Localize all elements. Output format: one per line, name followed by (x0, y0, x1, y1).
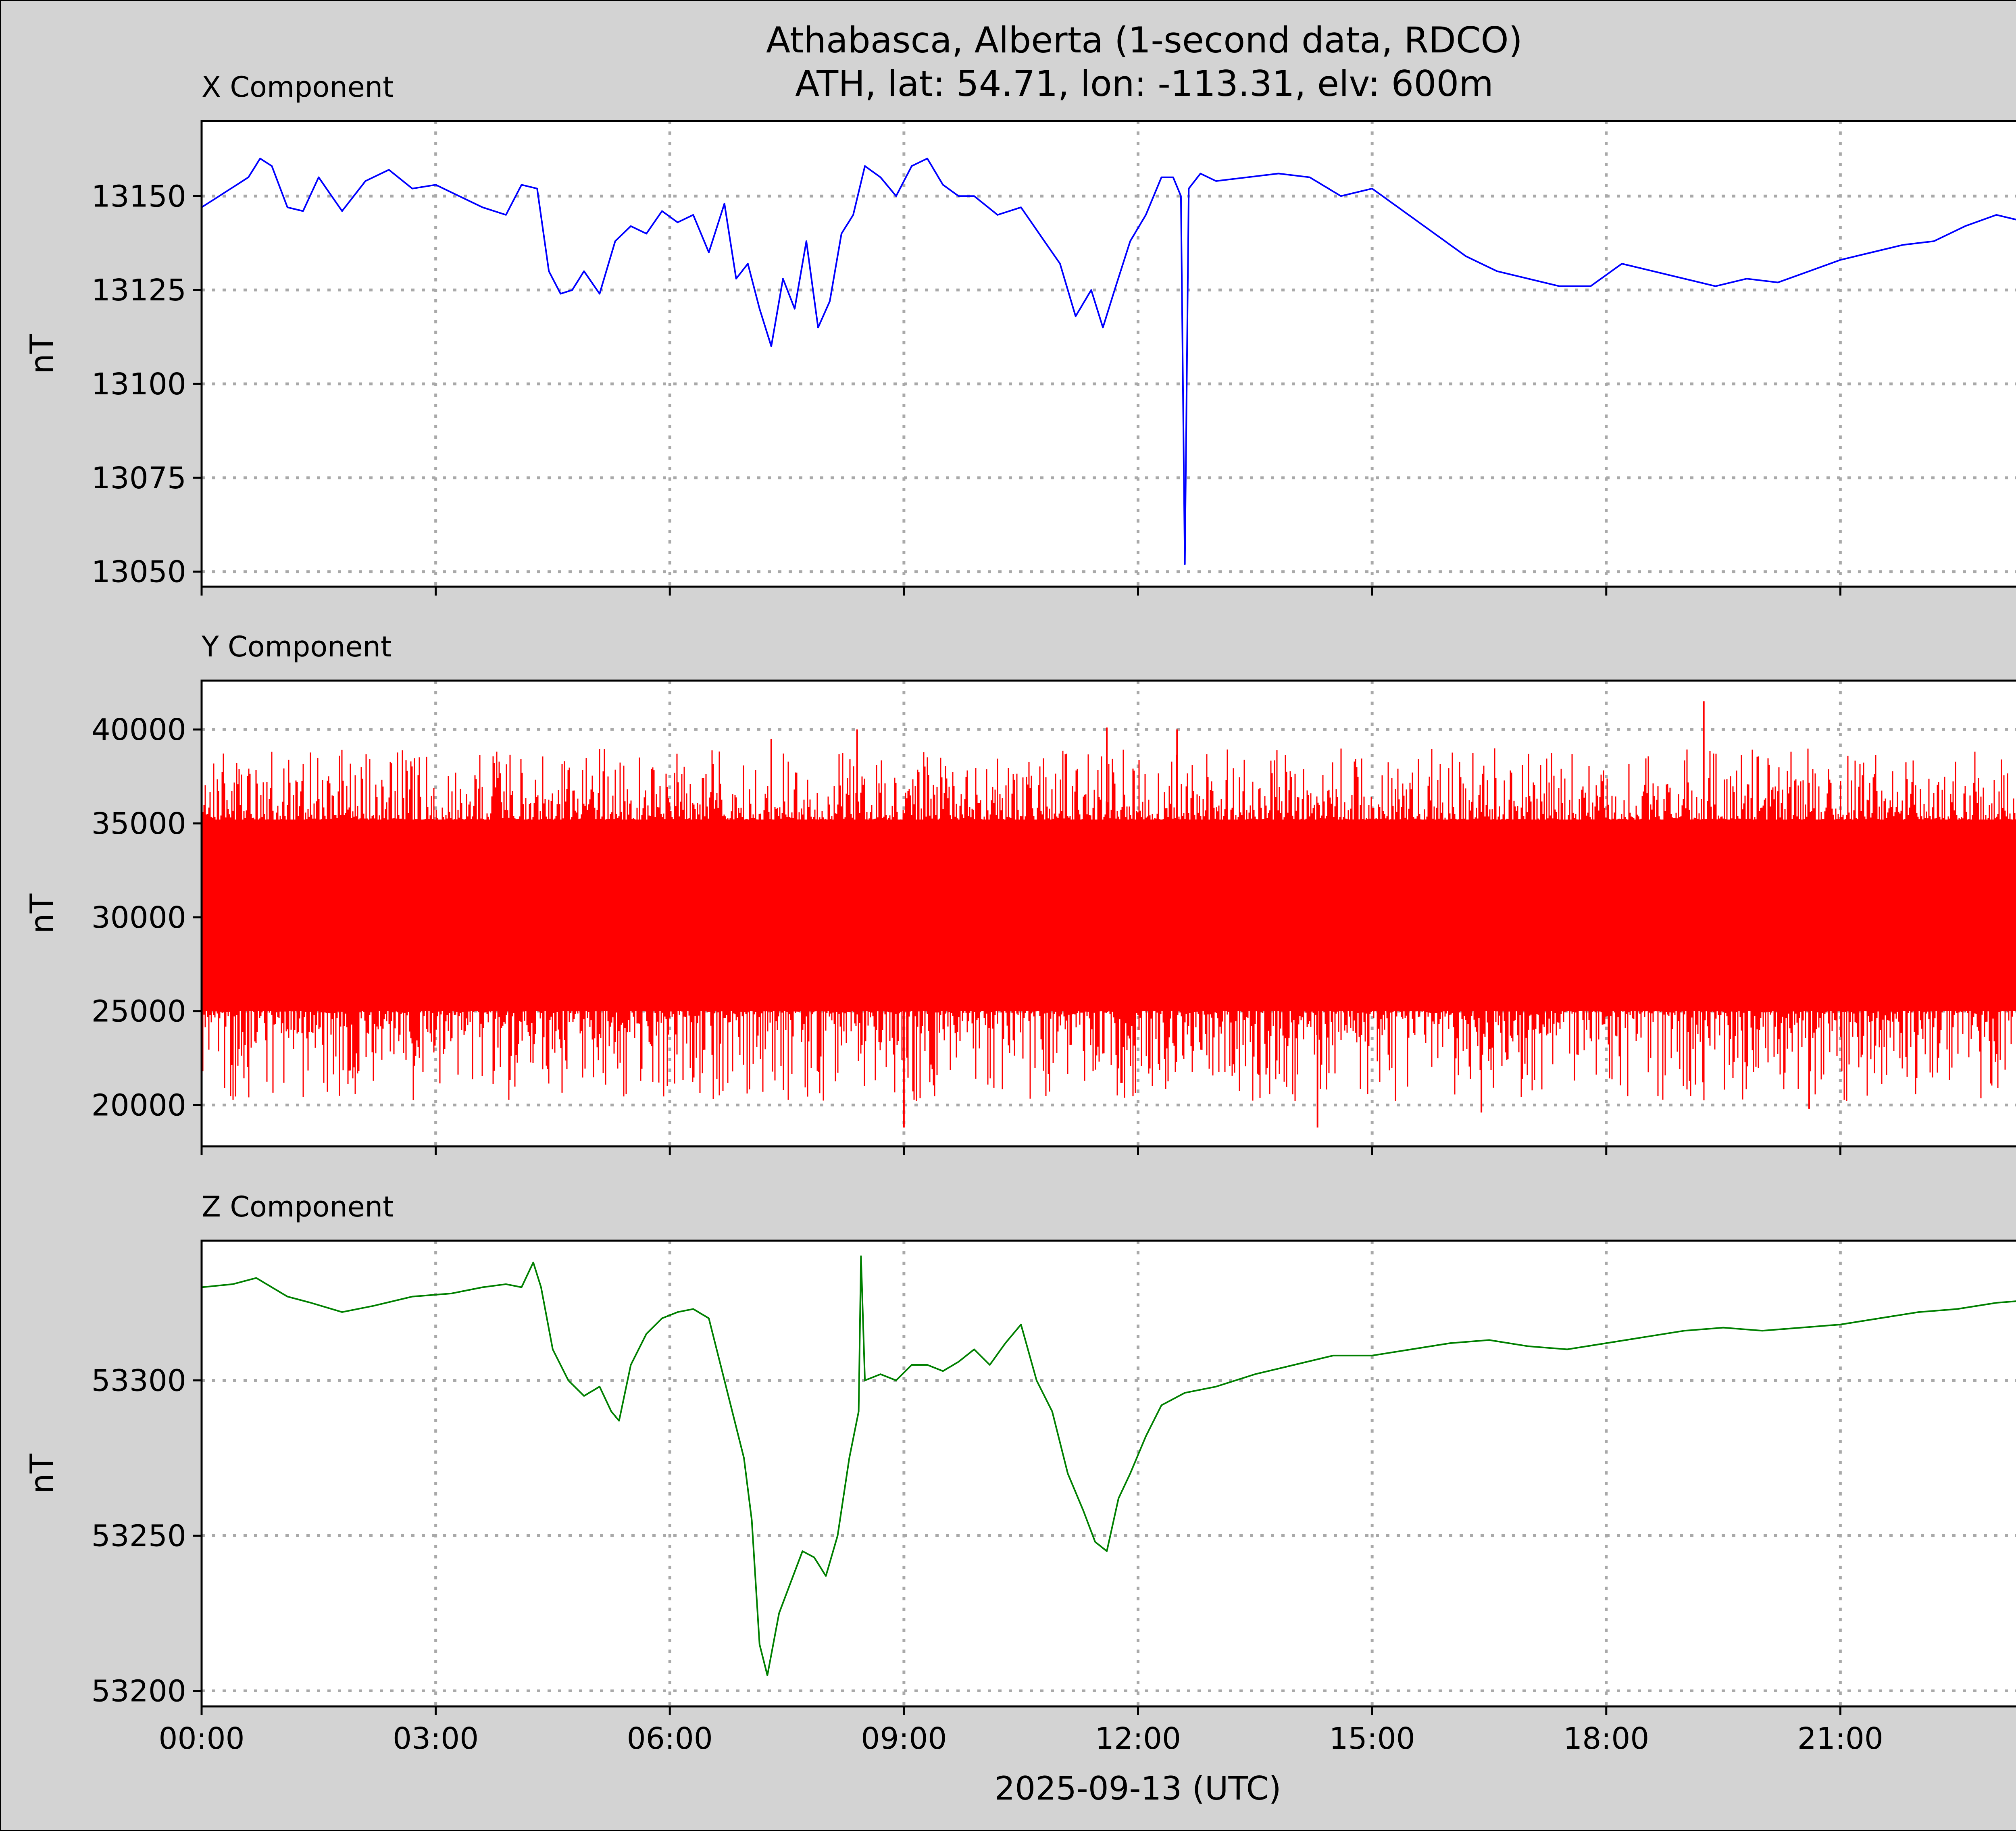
y-tick-label: 13100 (92, 367, 186, 402)
panel-x-grid (202, 121, 2016, 587)
series-line (201, 1255, 2016, 1676)
panel-x-plot-area (202, 121, 2016, 587)
panel-y-series (201, 701, 2016, 1128)
y-tick-label: 53300 (92, 1364, 186, 1398)
x-tick-label: 21:00 (1797, 1721, 1883, 1756)
x-axis-label: 2025-09-13 (UTC) (994, 1770, 1281, 1807)
series-line (201, 158, 2016, 565)
x-tick-label: 18:00 (1563, 1721, 1649, 1756)
y-tick-label: 40000 (92, 712, 186, 747)
y-tick-label: 25000 (92, 994, 186, 1029)
y-tick-label: 13050 (92, 555, 186, 590)
chart-title: Athabasca, Alberta (1-second data, RDCO) (766, 19, 1522, 61)
panel-z-plot-area (202, 1241, 2016, 1706)
y-tick-label: 13075 (92, 461, 186, 496)
panel-y: 20000 25000 30000 35000 40000 Y Component nT (23, 630, 2016, 1155)
panel-z-grid (202, 1241, 2016, 1706)
x-tick-label: 06:00 (627, 1721, 713, 1756)
y-tick-label: 13125 (92, 273, 186, 308)
y-tick-label: 35000 (92, 806, 186, 841)
y-tick-label: 53250 (92, 1519, 186, 1554)
panel-z-ylabel: nT (23, 1453, 61, 1494)
y-tick-label: 13150 (92, 179, 186, 214)
panel-y-yticks: 20000 25000 30000 35000 40000 (92, 712, 202, 1123)
panel-x: 13050 13075 13100 13125 13150 X Component nT (23, 71, 2016, 596)
panel-y-title: Y Component (201, 630, 392, 663)
panel-z: 53200 53250 53300 00:00 03:00 06:00 09:00 12:0… (23, 1190, 2016, 1756)
x-tick-label: 09:00 (861, 1721, 947, 1756)
panel-x-yticks: 13050 13075 13100 13125 13150 (92, 179, 202, 590)
panel-z-yticks: 53200 53250 53300 (92, 1364, 202, 1709)
panel-x-title: X Component (202, 71, 394, 104)
panel-z-title: Z Component (202, 1190, 394, 1223)
y-tick-label: 30000 (92, 900, 186, 935)
chart-subtitle: ATH, lat: 54.71, lon: -113.31, elv: 600m (795, 63, 1493, 104)
panel-z-series (201, 1255, 2016, 1676)
panel-y-ylabel: nT (23, 893, 61, 934)
y-tick-label: 53200 (92, 1674, 186, 1709)
x-tick-label: 03:00 (393, 1721, 479, 1756)
y-tick-label: 20000 (92, 1088, 186, 1123)
x-tick-label: 15:00 (1329, 1721, 1415, 1756)
x-tick-label: 00:00 (158, 1721, 244, 1756)
panel-x-ylabel: nT (23, 333, 61, 374)
x-tick-label: 12:00 (1095, 1721, 1181, 1756)
panel-y-xticks (200, 1146, 1841, 1155)
panel-x-xticks (200, 587, 1841, 596)
panel-x-series (201, 158, 2016, 565)
panel-z-xticks: 00:00 03:00 06:00 09:00 12:00 15:00 18:00 21:00 (158, 1706, 1883, 1756)
